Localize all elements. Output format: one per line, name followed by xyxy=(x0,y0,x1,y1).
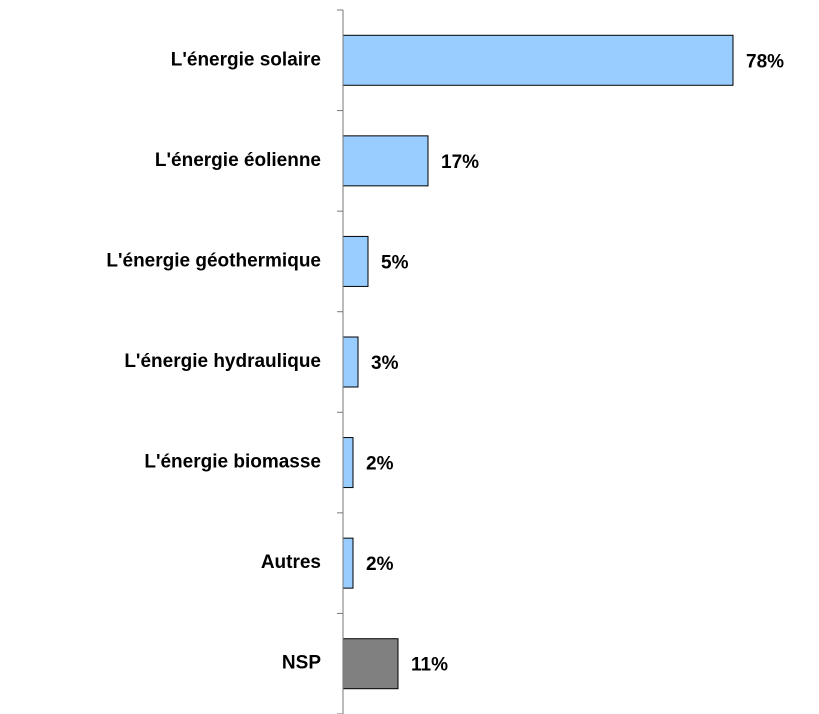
y-tick-label: Autres xyxy=(261,552,321,573)
value-label: 5% xyxy=(381,252,409,273)
bar xyxy=(342,235,369,287)
y-tick-label: L'énergie solaire xyxy=(171,49,321,70)
y-tick-label: L'énergie hydraulique xyxy=(124,351,321,372)
value-label: 17% xyxy=(441,152,479,173)
y-tick-label: L'énergie biomasse xyxy=(144,452,321,473)
value-label: 2% xyxy=(366,554,394,575)
y-tick-label: L'énergie géothermique xyxy=(106,250,321,271)
bar xyxy=(342,437,354,489)
value-label: 3% xyxy=(371,353,399,374)
bar xyxy=(342,34,734,86)
bar xyxy=(342,336,359,388)
value-label: 11% xyxy=(411,655,448,676)
value-label: 78% xyxy=(746,51,784,72)
value-label: 2% xyxy=(366,454,394,475)
y-tick-label: L'énergie éolienne xyxy=(155,150,321,171)
y-tick-label: NSP xyxy=(282,653,321,674)
bar xyxy=(342,638,399,690)
bar xyxy=(342,537,354,589)
bar xyxy=(342,135,429,187)
